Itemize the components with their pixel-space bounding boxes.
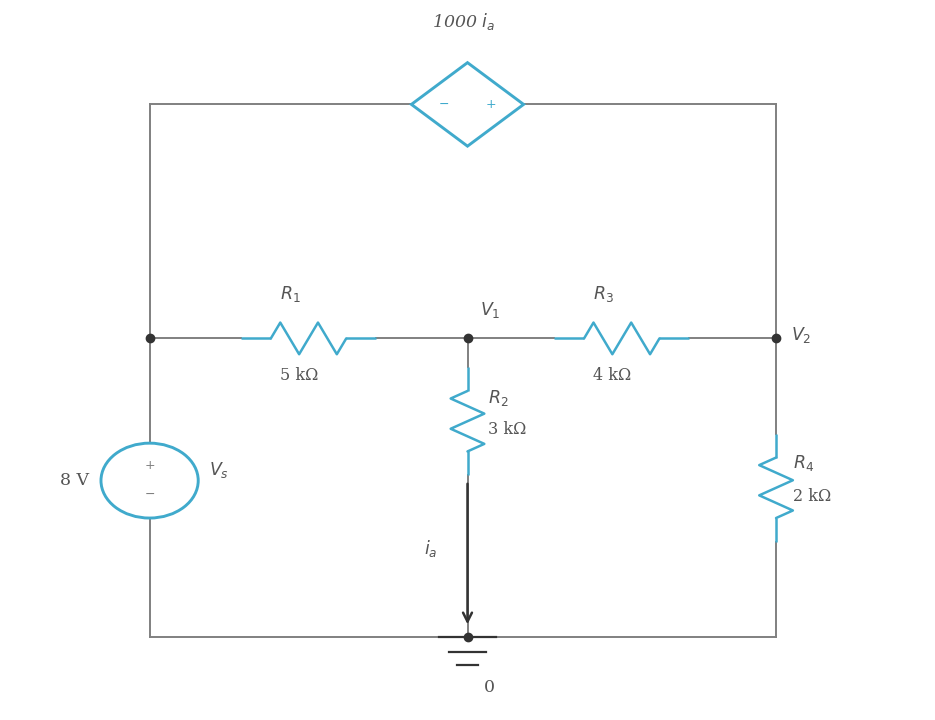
Text: $R_2$: $R_2$ [488,388,509,408]
Text: 1000 $i_a$: 1000 $i_a$ [432,12,496,32]
Text: 2 kΩ: 2 kΩ [793,488,831,505]
Text: $R_1$: $R_1$ [280,284,300,304]
Text: $V_1$: $V_1$ [480,300,500,320]
Text: $R_4$: $R_4$ [793,453,814,472]
Text: +: + [486,98,496,111]
Text: 4 kΩ: 4 kΩ [594,367,631,384]
Text: 8 V: 8 V [60,472,89,489]
Text: $V_s$: $V_s$ [209,460,229,480]
Text: $V_2$: $V_2$ [791,325,812,345]
Text: $i_a$: $i_a$ [424,538,438,559]
Text: −: − [144,488,155,501]
Text: −: − [439,98,449,111]
Text: 5 kΩ: 5 kΩ [280,367,319,384]
Text: 0: 0 [484,679,496,696]
Text: 3 kΩ: 3 kΩ [488,421,526,438]
Text: +: + [144,459,155,472]
Text: $R_3$: $R_3$ [593,284,613,304]
